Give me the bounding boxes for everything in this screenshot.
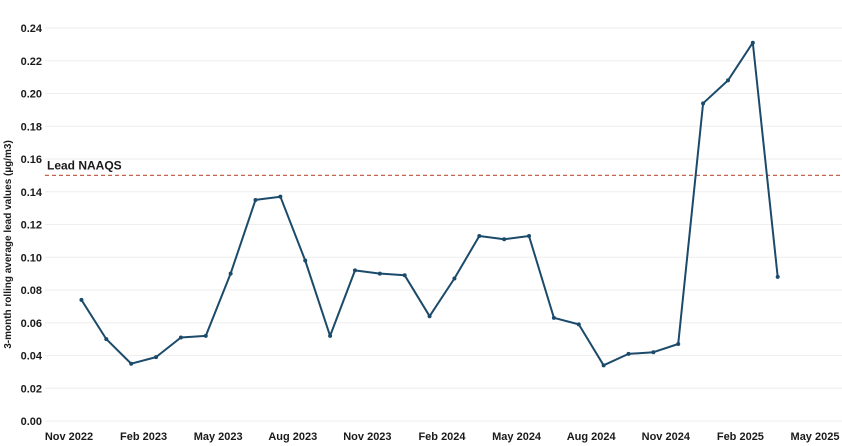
- data-point: [303, 258, 308, 263]
- data-point: [228, 271, 233, 276]
- data-point: [352, 268, 357, 273]
- y-tick-label: 0.16: [21, 154, 42, 166]
- data-point: [676, 342, 681, 347]
- reference-line-group: Lead NAAQS: [45, 158, 842, 177]
- data-point: [601, 363, 606, 368]
- x-tick-label: Nov 2023: [343, 431, 391, 443]
- x-tick-label: Nov 2022: [45, 431, 93, 443]
- x-tick-label: May 2023: [194, 431, 243, 443]
- data-point: [651, 350, 656, 355]
- data-point: [278, 194, 283, 199]
- data-point: [626, 351, 631, 356]
- y-tick-label: 0.04: [21, 351, 43, 363]
- data-point: [502, 237, 507, 242]
- y-tick-label: 0.00: [21, 416, 42, 428]
- data-point: [79, 297, 84, 302]
- data-point: [551, 315, 556, 320]
- data-point: [452, 276, 457, 281]
- data-point: [477, 233, 482, 238]
- data-point: [178, 335, 183, 340]
- y-tick-label: 0.08: [21, 285, 42, 297]
- x-tick-label: May 2024: [492, 431, 542, 443]
- data-point: [328, 333, 333, 338]
- y-tick-label: 0.06: [21, 318, 42, 330]
- y-tick-label: 0.12: [21, 220, 42, 232]
- data-point: [104, 337, 109, 342]
- x-tick-label: Feb 2024: [418, 431, 466, 443]
- x-axis-ticks: Nov 2022 Feb 2023 May 2023 Aug 2023 Nov 2023…: [45, 431, 840, 443]
- data-point: [154, 355, 159, 360]
- y-tick-label: 0.20: [21, 89, 42, 101]
- data-point: [427, 314, 432, 319]
- x-tick-label: Aug 2023: [268, 431, 317, 443]
- data-point: [203, 333, 208, 338]
- y-tick-label: 0.10: [21, 252, 42, 264]
- y-tick-label: 0.22: [21, 56, 42, 68]
- series-lead: [79, 40, 780, 368]
- x-tick-label: May 2025: [791, 431, 840, 443]
- x-tick-label: Feb 2025: [717, 431, 764, 443]
- y-tick-label: 0.14: [21, 187, 43, 199]
- data-point: [775, 274, 780, 279]
- y-tick-label: 0.02: [21, 383, 42, 395]
- x-tick-label: Feb 2023: [120, 431, 167, 443]
- naaqs-label: Lead NAAQS: [47, 158, 122, 172]
- data-point: [527, 233, 532, 238]
- data-point: [725, 78, 730, 83]
- data-point: [129, 361, 134, 366]
- data-point: [402, 273, 407, 278]
- y-tick-label: 0.18: [21, 121, 42, 133]
- x-tick-label: Nov 2024: [642, 431, 691, 443]
- gridlines: [45, 27, 842, 422]
- data-point: [701, 101, 706, 106]
- data-point: [750, 40, 755, 45]
- data-point: [576, 322, 581, 327]
- data-point: [253, 197, 258, 202]
- y-tick-label: 0.24: [21, 23, 43, 35]
- data-point: [377, 271, 382, 276]
- y-axis-label: 3-month rolling average lead values (µg/…: [3, 140, 14, 349]
- y-axis-ticks: 0.00 0.02 0.04 0.06 0.08 0.10 0.12 0.14 0.16 0.18…: [21, 23, 43, 428]
- x-tick-label: Aug 2024: [567, 431, 617, 443]
